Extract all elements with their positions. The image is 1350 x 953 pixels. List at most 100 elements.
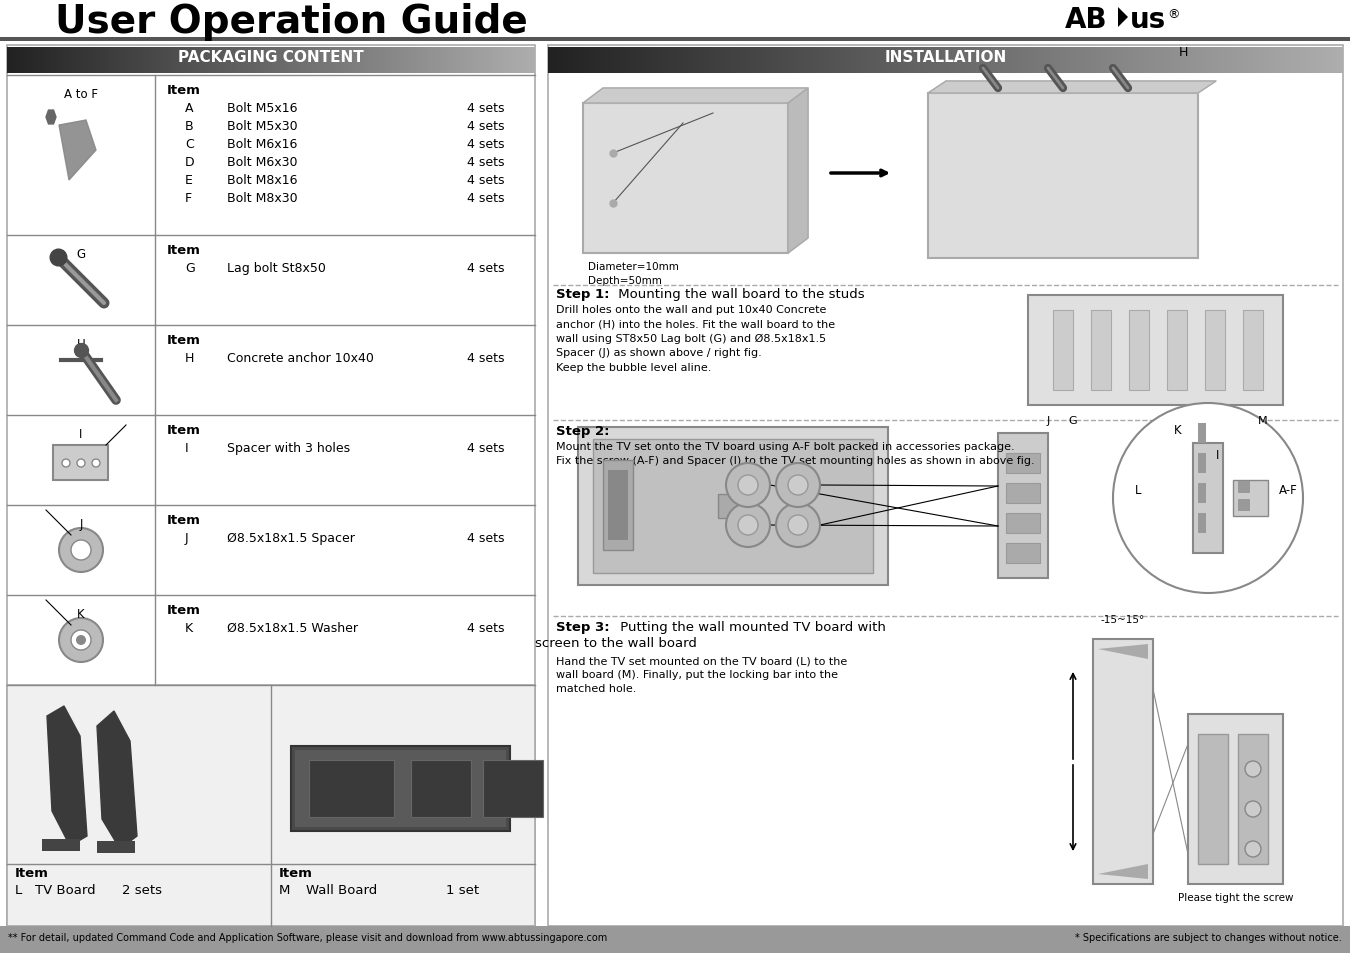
Bar [309,760,394,817]
Text: Step 2:: Step 2: [556,424,609,437]
Text: Concrete anchor 10x40: Concrete anchor 10x40 [227,352,374,365]
Text: ** For detail, updated Command Code and Application Software, please visit and d: ** For detail, updated Command Code and … [8,932,608,942]
Bar [1006,454,1040,474]
Text: Step 3:: Step 3: [556,620,614,634]
Circle shape [726,463,770,507]
Text: Ø8.5x18x1.5 Washer: Ø8.5x18x1.5 Washer [227,621,358,635]
Bar [97,841,135,853]
Text: I: I [80,428,82,440]
Circle shape [62,459,70,468]
Text: Item: Item [167,84,201,97]
Text: Spacer (J) as shown above / right fig.: Spacer (J) as shown above / right fig. [556,348,761,358]
Polygon shape [927,82,1216,94]
Text: L: L [15,883,22,896]
Text: Item: Item [167,514,201,526]
Bar [548,46,1343,926]
Text: Spacer with 3 holes: Spacer with 3 holes [227,441,350,455]
Bar [927,94,1197,258]
Polygon shape [97,711,136,849]
Bar [0,38,1350,42]
Text: I: I [185,441,189,455]
Bar [1188,714,1282,884]
Text: G: G [185,262,194,274]
Bar [1006,543,1040,563]
Text: A-F: A-F [1278,483,1297,497]
Bar [1006,483,1040,503]
Text: Diameter=10mm: Diameter=10mm [589,262,679,272]
Text: anchor (H) into the holes. Fit the wall board to the: anchor (H) into the holes. Fit the wall … [556,319,836,329]
Text: Item: Item [279,866,313,879]
Text: 4 sets: 4 sets [467,120,505,132]
Text: H: H [185,352,194,365]
Polygon shape [1098,644,1148,659]
Text: H: H [77,337,85,351]
Bar [1053,311,1073,391]
Polygon shape [583,89,809,104]
Bar [603,460,633,551]
Circle shape [726,503,770,547]
Text: 2 sets: 2 sets [122,883,162,896]
Circle shape [59,529,103,573]
Bar [608,471,628,540]
Circle shape [77,459,85,468]
Circle shape [1112,403,1303,594]
Text: screen to the wall board: screen to the wall board [535,637,697,649]
Text: Lag bolt St8x50: Lag bolt St8x50 [227,262,325,274]
Polygon shape [788,89,809,253]
Bar [1197,514,1206,534]
Text: us: us [1130,6,1166,34]
Text: INSTALLATION: INSTALLATION [884,51,1007,66]
Bar [1197,423,1206,443]
Text: Mount the TV set onto the TV board using A-F bolt packed in accessories package.: Mount the TV set onto the TV board using… [556,441,1015,452]
Bar [410,760,471,817]
Bar [7,685,535,926]
Text: ®: ® [1166,8,1180,21]
Text: Drill holes onto the wall and put 10x40 Concrete: Drill holes onto the wall and put 10x40 … [556,305,826,314]
Polygon shape [46,111,55,125]
Polygon shape [1098,864,1148,879]
Text: E: E [185,173,193,187]
Bar [998,434,1048,578]
Circle shape [72,630,90,650]
Polygon shape [59,121,96,181]
Bar [1238,481,1250,494]
Text: Bolt M6x16: Bolt M6x16 [227,138,297,151]
Text: wall using ST8x50 Lag bolt (G) and Ø8.5x18x1.5: wall using ST8x50 Lag bolt (G) and Ø8.5x… [556,334,826,344]
Text: Putting the wall mounted TV board with: Putting the wall mounted TV board with [616,620,886,634]
Circle shape [59,618,103,662]
Text: B: B [185,120,193,132]
Text: Mounting the wall board to the studs: Mounting the wall board to the studs [614,288,864,301]
Text: -15~15°: -15~15° [1100,615,1145,624]
Text: M: M [1258,416,1268,426]
Text: Depth=50mm: Depth=50mm [589,275,662,286]
Text: Hand the TV set mounted on the TV board (L) to the: Hand the TV set mounted on the TV board … [556,656,848,665]
Bar [1238,499,1250,512]
Bar [1197,483,1206,503]
Circle shape [92,459,100,468]
Bar [1027,295,1282,406]
Bar [1243,311,1264,391]
Circle shape [738,516,757,536]
Bar [1129,311,1149,391]
Text: 4 sets: 4 sets [467,138,505,151]
Text: matched hole.: matched hole. [556,683,636,693]
Circle shape [76,636,86,645]
Bar [578,428,888,585]
Bar [1166,311,1187,391]
Text: 4 sets: 4 sets [467,441,505,455]
Text: Keep the bubble level aline.: Keep the bubble level aline. [556,363,711,373]
Text: 4 sets: 4 sets [467,621,505,635]
Text: L: L [1135,483,1141,497]
Bar [53,446,108,480]
Text: Please tight the screw: Please tight the screw [1179,892,1293,902]
Bar [1193,443,1223,554]
Bar [1091,311,1111,391]
Bar [1094,639,1153,884]
Circle shape [788,516,809,536]
Bar [296,750,506,827]
Circle shape [1245,761,1261,778]
Bar [1238,734,1268,864]
Text: 4 sets: 4 sets [467,102,505,115]
Text: H: H [1179,46,1188,59]
Text: Item: Item [167,603,201,617]
